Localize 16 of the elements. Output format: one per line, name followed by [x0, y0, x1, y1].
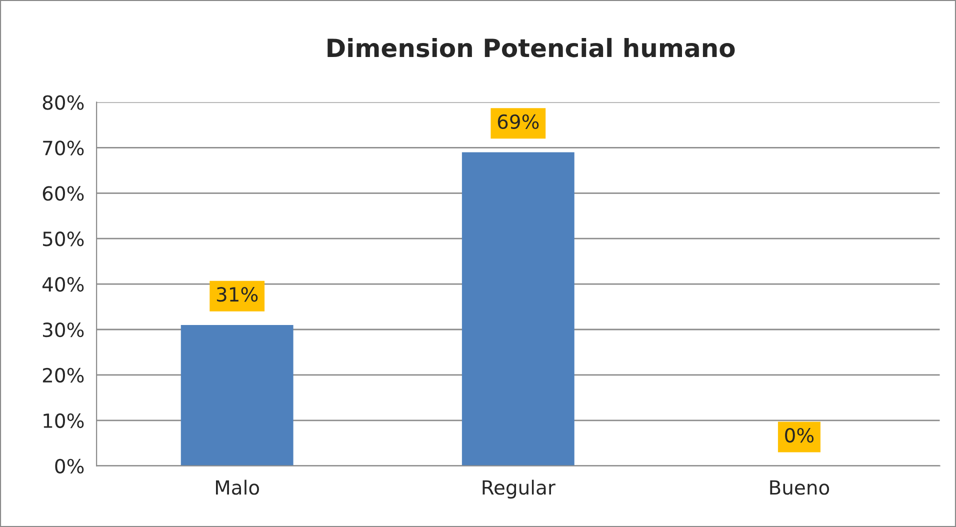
x-tick-label: Regular	[482, 480, 556, 499]
y-tick-label: 60%	[42, 186, 84, 201]
x-tick-label: Bueno	[770, 480, 830, 495]
data-label: 31%	[216, 287, 258, 302]
data-label: 0%	[785, 428, 814, 443]
chart-title: Dimension Potencial humano	[328, 38, 735, 58]
y-tick-label: 70%	[43, 140, 84, 156]
y-tick-label: 50%	[43, 232, 84, 246]
y-tick-label: 30%	[43, 322, 84, 338]
x-tick-label: Malo	[216, 480, 260, 495]
y-tick-label: 20%	[42, 368, 84, 383]
y-tick-label: 0%	[55, 458, 84, 474]
data-label: 69%	[498, 114, 539, 130]
y-tick-label: 80%	[42, 95, 84, 110]
y-tick-label: 40%	[42, 277, 84, 292]
y-tick-label: 10%	[44, 413, 84, 428]
